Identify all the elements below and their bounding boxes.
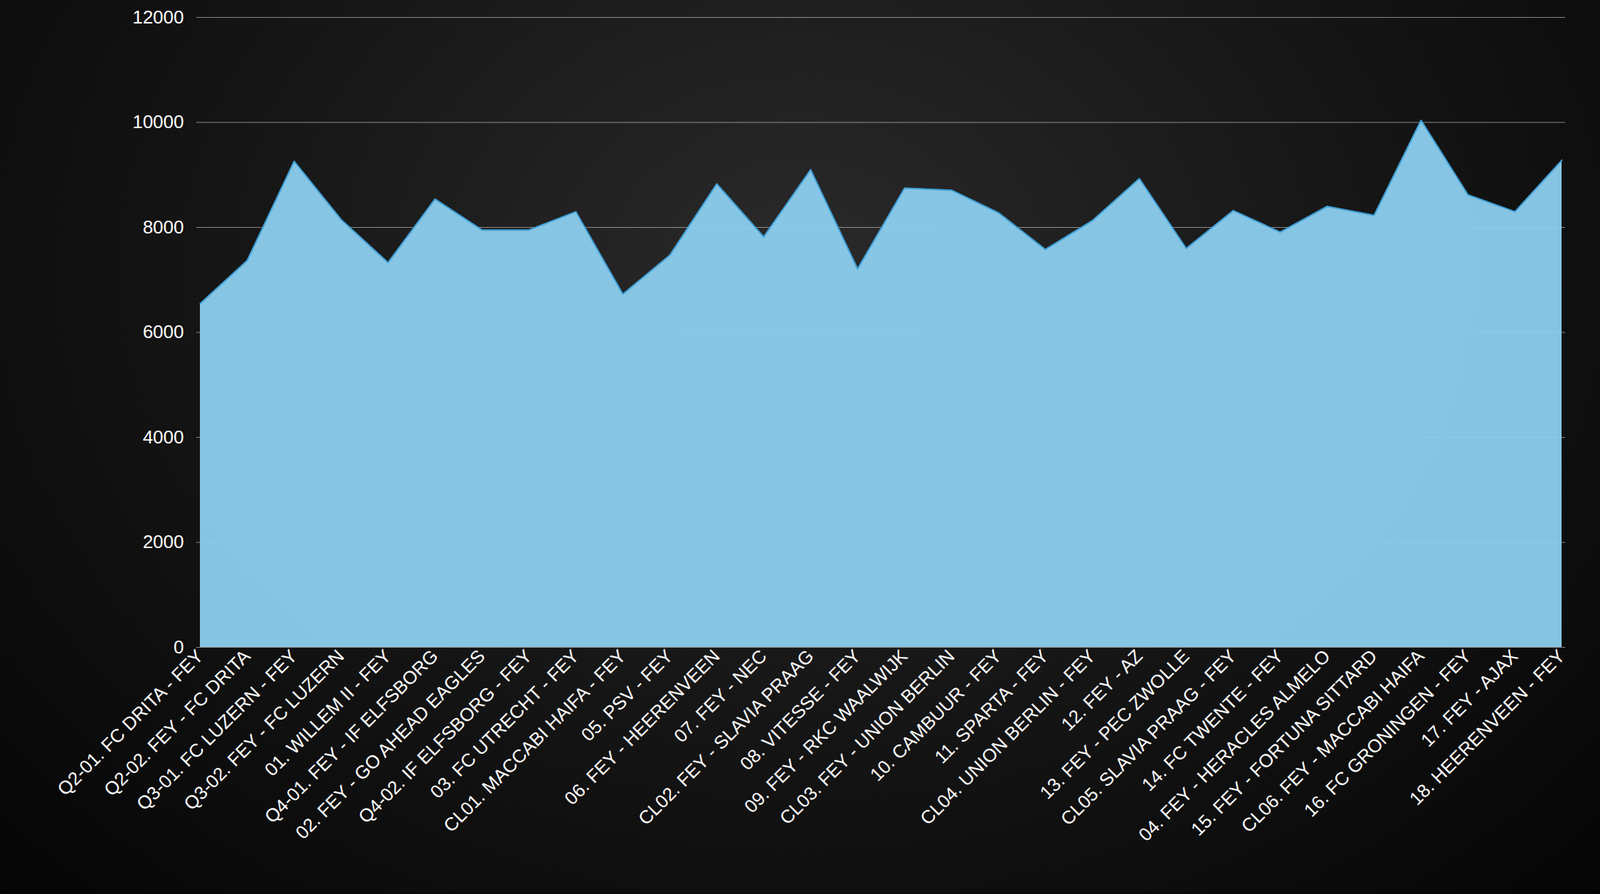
svg-text:6000: 6000 [142,320,185,343]
svg-text:Q4-02. IF ELFSBORG - FEY: Q4-02. IF ELFSBORG - FEY [353,644,536,827]
svg-text:17. FEY - AJAX: 17. FEY - AJAX [1416,644,1523,751]
svg-text:03. FC UTRECHT - FEY: 03. FC UTRECHT - FEY [425,644,584,803]
svg-text:12000: 12000 [132,6,184,28]
svg-text:02. FEY - GO AHEAD EAGLES: 02. FEY - GO AHEAD EAGLES [291,644,490,843]
svg-text:2000: 2000 [142,530,185,553]
svg-text:CL05. SLAVIA PRAAG - FEY: CL05. SLAVIA PRAAG - FEY [1056,644,1241,830]
svg-text:CL04. UNION BERLIN - FEY: CL04. UNION BERLIN - FEY [915,644,1100,829]
svg-text:4000: 4000 [142,426,185,448]
svg-text:08. VITESSE - FEY: 08. VITESSE - FEY [735,644,865,775]
svg-text:14. FC TWENTE - FEY: 14. FC TWENTE - FEY [1137,644,1288,795]
svg-text:Q2-02. FEY - FC DRITA: Q2-02. FEY - FC DRITA [99,644,255,800]
svg-text:Q3-02. FEY - FC LUZERN: Q3-02. FEY - FC LUZERN [179,644,349,814]
svg-text:15. FEY - FORTUNA SITTARD: 15. FEY - FORTUNA SITTARD [1186,644,1382,840]
svg-text:06. FEY - HEERENVEEN: 06. FEY - HEERENVEEN [560,644,724,809]
svg-text:16. FC GRONINGEN - FEY: 16. FC GRONINGEN - FEY [1299,644,1476,821]
svg-text:Q3-01. FC LUZERN - FEY: Q3-01. FC LUZERN - FEY [132,644,302,815]
svg-text:CL01. MACCABI HAIFA - FEY: CL01. MACCABI HAIFA - FEY [438,644,630,836]
svg-text:18. HEERENVEEN - FEY: 18. HEERENVEEN - FEY [1405,644,1570,809]
svg-text:01. WILLEM II - FEY: 01. WILLEM II - FEY [260,644,396,780]
svg-text:05. PSV - FEY: 05. PSV - FEY [576,644,677,746]
svg-text:10000: 10000 [132,110,184,133]
svg-text:Q4-01. FEY - IF ELFSBORG: Q4-01. FEY - IF ELFSBORG [260,644,443,827]
svg-text:12. FEY - AZ: 12. FEY - AZ [1056,644,1147,735]
svg-text:CL02. FEY - SLAVIA PRAAG: CL02. FEY - SLAVIA PRAAG [633,644,818,829]
svg-text:11. SPARTA - FEY: 11. SPARTA - FEY [930,644,1053,768]
svg-text:07. FEY - NEC: 07. FEY - NEC [669,644,771,747]
svg-text:13. FEY - PEC ZWOLLE: 13. FEY - PEC ZWOLLE [1035,644,1194,803]
svg-text:0: 0 [173,635,184,658]
svg-text:CL06. FEY - MACCABI HAIFA: CL06. FEY - MACCABI HAIFA [1236,644,1429,837]
svg-text:04. FEY - HERACLES ALMELO: 04. FEY - HERACLES ALMELO [1134,644,1334,845]
svg-text:CL03. FEY - UNION BERLIN: CL03. FEY - UNION BERLIN [775,644,959,829]
svg-text:Q2-01. FC DRITA - FEY: Q2-01. FC DRITA - FEY [53,644,208,800]
svg-text:09. FEY - RKC WAALWIJK: 09. FEY - RKC WAALWIJK [739,644,912,817]
svg-text:10. CAMBUUR - FEY: 10. CAMBUUR - FEY [865,644,1006,785]
svg-text:8000: 8000 [142,216,185,238]
